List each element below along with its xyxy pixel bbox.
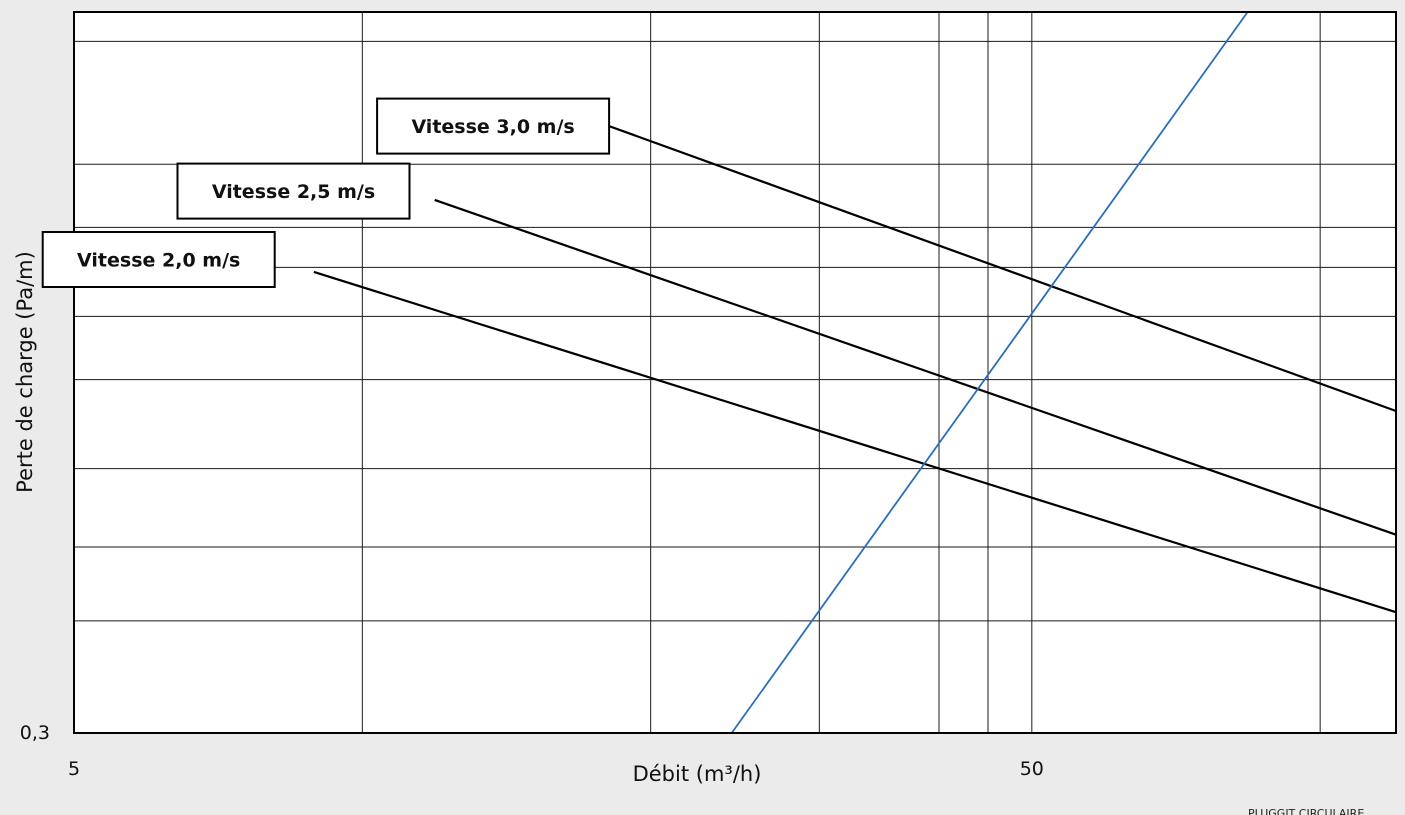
series-label-text: Vitesse 3,0 m/s — [411, 116, 574, 138]
series-labels: Vitesse 3,0 m/s Vitesse 2,5 m/s Vitesse 2,… — [41, 97, 611, 288]
series-label-box: Vitesse 2,5 m/s — [176, 162, 411, 220]
tick-labels: 5 50 0,3 — [20, 722, 1044, 780]
gridlines — [74, 12, 1396, 733]
y-tick-label: 0,3 — [20, 722, 50, 744]
series-line — [434, 198, 1397, 536]
x-tick-label: 50 — [1020, 758, 1044, 780]
plot-area-background — [74, 12, 1396, 733]
series-label-box: Vitesse 2,0 m/s — [41, 231, 276, 288]
watermark-text: PLUGGIT CIRCULAIRE — [1248, 807, 1364, 815]
series-line — [313, 270, 1397, 614]
plot-frame — [73, 11, 1397, 734]
x-axis-title: Débit (m³/h) — [633, 762, 762, 786]
series-label-text: Vitesse 2,0 m/s — [77, 250, 240, 272]
reference-line — [730, 11, 1249, 734]
series-label-box: Vitesse 3,0 m/s — [376, 97, 611, 155]
series-line — [554, 105, 1397, 413]
series-label-text: Vitesse 2,5 m/s — [212, 181, 375, 203]
series-label-frame — [176, 162, 411, 220]
series-lines — [313, 11, 1397, 734]
series-label-frame — [376, 97, 611, 155]
y-axis-title: Perte de charge (Pa/m) — [13, 251, 37, 493]
x-tick-label: 5 — [68, 758, 80, 780]
series-label-frame — [41, 231, 276, 288]
